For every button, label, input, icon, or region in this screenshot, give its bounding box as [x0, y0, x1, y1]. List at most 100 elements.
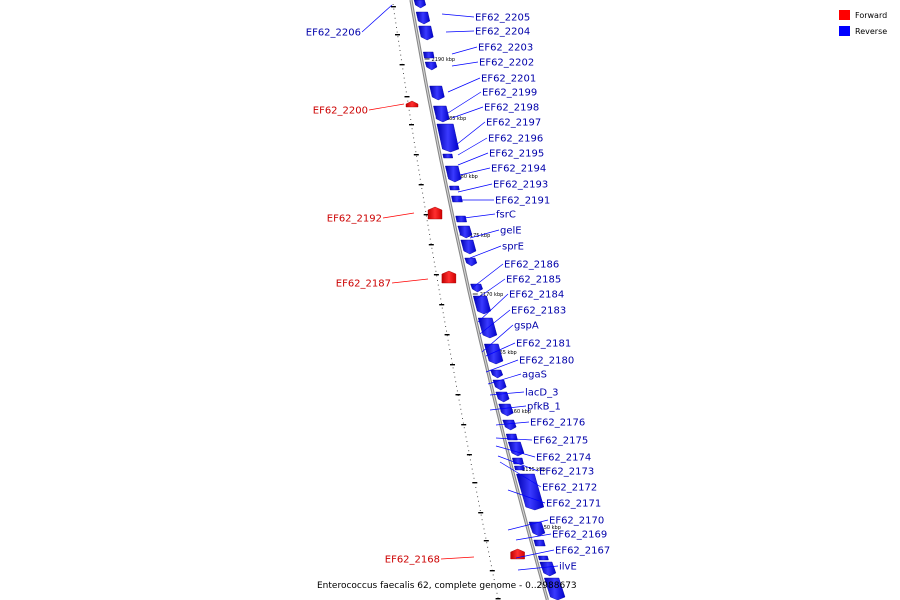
reverse-gene-label[interactable]: EF62_2185 [506, 275, 561, 286]
forward-gene-label[interactable]: EF62_2206 [306, 28, 361, 39]
reverse-gene-feature[interactable] [507, 441, 525, 457]
reverse-gene-label[interactable]: EF62_2175 [533, 436, 588, 447]
track-dash [495, 598, 501, 600]
reverse-gene-label[interactable]: gelE [500, 226, 522, 237]
reverse-gene-feature[interactable] [484, 343, 504, 365]
reverse-gene-feature[interactable] [436, 123, 460, 153]
reverse-gene-label[interactable]: EF62_2186 [504, 260, 559, 271]
track-dot [409, 114, 411, 116]
reverse-gene-feature[interactable] [418, 25, 434, 41]
reverse-gene-label[interactable]: EF62_2183 [511, 306, 566, 317]
track-dot [454, 376, 456, 378]
reverse-gene-label[interactable]: EF62_2174 [536, 453, 591, 464]
reverse-gene-leader [447, 77, 481, 93]
reverse-gene-label[interactable]: EF62_2193 [493, 180, 548, 191]
reverse-gene-label[interactable]: EF62_2171 [546, 499, 601, 510]
reverse-gene-label[interactable]: EF62_2205 [475, 13, 530, 24]
reverse-gene-label[interactable]: EF62_2181 [516, 339, 571, 350]
forward-gene-feature[interactable] [405, 100, 419, 108]
reverse-gene-feature[interactable] [498, 403, 514, 417]
reverse-gene-label[interactable]: pfkB_1 [527, 402, 561, 413]
reverse-gene-label[interactable]: EF62_2202 [479, 58, 534, 69]
reverse-gene-label[interactable]: EF62_2196 [488, 134, 543, 145]
track-dot [419, 174, 421, 176]
reverse-gene-label[interactable]: gspA [514, 321, 539, 332]
reverse-gene-feature[interactable] [460, 239, 477, 255]
track-dot [399, 50, 401, 51]
reverse-gene-label[interactable]: lacD_3 [525, 388, 558, 399]
reverse-gene-feature[interactable] [413, 0, 427, 9]
track-dash [439, 304, 445, 306]
track-dot [420, 183, 422, 185]
forward-gene-label[interactable]: EF62_2187 [336, 279, 391, 290]
reverse-gene-feature[interactable] [445, 165, 462, 183]
reverse-gene-label[interactable]: EF62_2195 [489, 149, 544, 160]
track-dot [468, 450, 470, 452]
reverse-gene-label[interactable]: EF62_2194 [491, 164, 546, 175]
reverse-gene-label[interactable]: EF62_2173 [539, 467, 594, 478]
reverse-gene-feature[interactable] [533, 539, 546, 547]
reverse-gene-feature[interactable] [516, 473, 545, 511]
reverse-gene-feature[interactable] [455, 215, 467, 223]
reverse-gene-feature[interactable] [424, 61, 438, 71]
reverse-gene-feature[interactable] [514, 465, 525, 471]
reverse-gene-feature[interactable] [537, 555, 549, 561]
reverse-gene-label[interactable]: fsrC [496, 210, 516, 221]
reverse-gene-feature[interactable] [492, 379, 507, 391]
reverse-gene-label[interactable]: agaS [522, 370, 547, 381]
reverse-gene-feature[interactable] [544, 577, 566, 600]
track-dash [444, 334, 450, 336]
track-dot [473, 477, 475, 479]
reverse-gene-feature[interactable] [512, 457, 524, 465]
reverse-gene-feature[interactable] [539, 561, 557, 577]
track-dot [404, 82, 406, 84]
reverse-gene-feature[interactable] [490, 369, 504, 379]
track-dot [416, 160, 418, 162]
reverse-gene-label[interactable]: EF62_2191 [495, 196, 550, 207]
reverse-gene-feature[interactable] [502, 419, 517, 431]
reverse-gene-label[interactable]: ilvE [559, 562, 577, 573]
track-dot [438, 289, 440, 291]
reverse-gene-label[interactable]: EF62_2170 [549, 516, 604, 527]
reverse-gene-feature[interactable] [429, 85, 445, 101]
reverse-gene-label[interactable]: EF62_2201 [481, 74, 536, 85]
reverse-gene-label[interactable]: EF62_2199 [482, 88, 537, 99]
reverse-gene-feature[interactable] [472, 295, 491, 315]
reverse-gene-feature[interactable] [433, 105, 450, 123]
reverse-gene-feature[interactable] [423, 51, 435, 59]
forward-gene-label[interactable]: EF62_2200 [313, 106, 368, 117]
reverse-gene-label[interactable]: sprE [502, 242, 524, 253]
reverse-gene-feature[interactable] [415, 11, 431, 25]
reverse-gene-label[interactable]: EF62_2172 [542, 483, 597, 494]
reverse-gene-leader [489, 405, 527, 411]
reverse-gene-label[interactable]: EF62_2180 [519, 356, 574, 367]
reverse-gene-label[interactable]: EF62_2184 [509, 290, 564, 301]
track-dot [444, 321, 446, 323]
forward-gene-feature[interactable] [441, 270, 457, 284]
reverse-gene-label[interactable]: EF62_2204 [475, 27, 530, 38]
reverse-gene-label[interactable]: EF62_2167 [555, 546, 610, 557]
forward-gene-feature[interactable] [510, 548, 525, 560]
reverse-gene-feature[interactable] [457, 225, 473, 239]
reverse-gene-label[interactable]: EF62_2197 [486, 118, 541, 129]
reverse-gene-feature[interactable] [442, 153, 454, 159]
reverse-gene-label[interactable]: EF62_2176 [530, 418, 585, 429]
reverse-gene-label[interactable]: EF62_2169 [552, 530, 607, 541]
track-dot [429, 234, 431, 235]
reverse-gene-label[interactable]: EF62_2203 [478, 43, 533, 54]
forward-gene-feature[interactable] [427, 206, 443, 220]
reverse-gene-label[interactable]: EF62_2198 [484, 103, 539, 114]
reverse-gene-feature[interactable] [451, 195, 463, 203]
track-dot [443, 316, 445, 318]
track-dot [412, 132, 414, 134]
forward-gene-label[interactable]: EF62_2168 [385, 555, 440, 566]
track-dot [466, 441, 468, 442]
reverse-gene-feature[interactable] [464, 257, 478, 267]
forward-gene-leader [382, 212, 415, 219]
track-dot [458, 399, 460, 401]
forward-gene-label[interactable]: EF62_2192 [327, 214, 382, 225]
track-dot [486, 542, 488, 544]
reverse-gene-feature[interactable] [449, 185, 460, 191]
track-dot [430, 243, 432, 245]
reverse-gene-feature[interactable] [470, 283, 483, 293]
